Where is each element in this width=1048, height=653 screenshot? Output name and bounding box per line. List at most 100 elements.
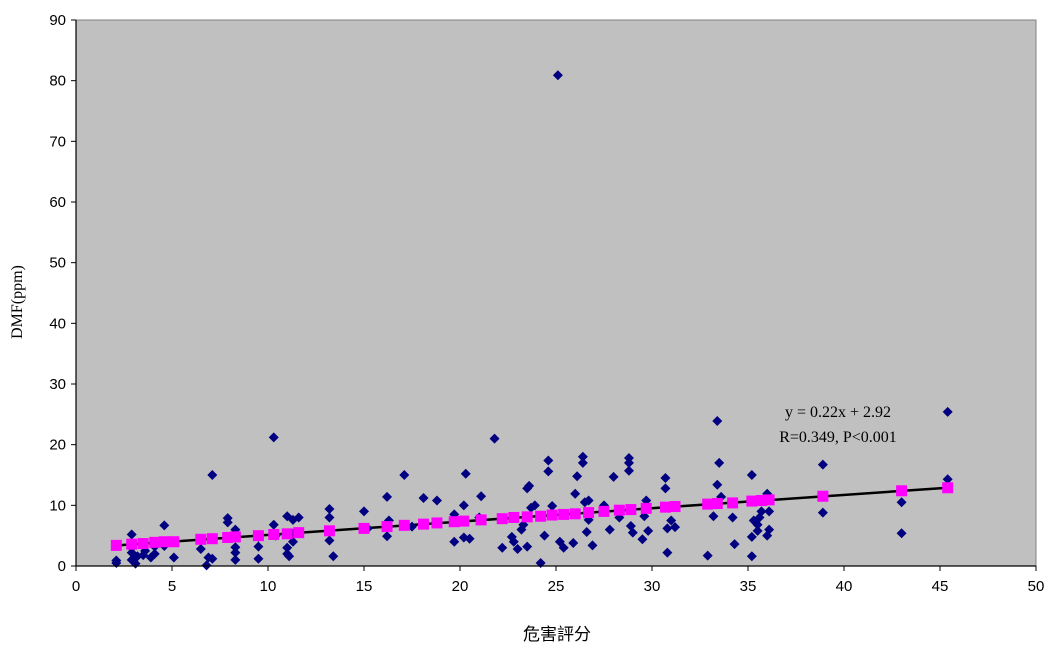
- data-point: [126, 529, 137, 540]
- data-point: [324, 503, 335, 514]
- predicted-point: [149, 536, 161, 548]
- data-point: [637, 534, 648, 545]
- data-point: [729, 539, 740, 550]
- data-point: [896, 497, 907, 508]
- data-point: [670, 522, 681, 533]
- data-point: [282, 542, 293, 553]
- x-tick-label: 40: [836, 578, 853, 595]
- predicted-point: [418, 518, 430, 530]
- data-point: [382, 491, 393, 502]
- predicted-point: [126, 538, 138, 550]
- data-point: [506, 531, 517, 542]
- data-point: [539, 530, 550, 541]
- predicted-point: [640, 502, 652, 514]
- data-point: [328, 551, 339, 562]
- predicted-point: [942, 482, 954, 494]
- predicted-point: [746, 495, 758, 507]
- predicted-point: [137, 538, 149, 550]
- data-point: [708, 511, 719, 522]
- data-point: [712, 416, 723, 427]
- x-tick-label: 0: [72, 578, 80, 595]
- data-point: [529, 500, 540, 511]
- data-point: [604, 524, 615, 535]
- data-point: [764, 524, 775, 535]
- predicted-point: [358, 522, 370, 534]
- predicted-point: [496, 513, 508, 525]
- predicted-point: [625, 504, 637, 516]
- data-point: [222, 513, 233, 524]
- data-point: [896, 528, 907, 539]
- predicted-point: [293, 527, 305, 539]
- predicted-point: [206, 533, 218, 545]
- predicted-point: [669, 501, 681, 513]
- plot-area: [75, 19, 1037, 567]
- axes: 0 10 20 30 40 50 60 70 80 90 0 5 10 15 20 25 30 35 40 45 50: [49, 12, 1044, 595]
- data-point: [752, 519, 763, 530]
- predicted-point: [711, 498, 723, 510]
- predicted-point: [763, 494, 775, 506]
- data-point: [662, 523, 673, 534]
- data-point: [449, 536, 460, 547]
- data-point: [817, 507, 828, 518]
- x-tick-label: 50: [1028, 578, 1045, 595]
- y-tick-label: 70: [49, 133, 66, 150]
- predicted-point: [755, 494, 767, 506]
- data-point: [568, 537, 579, 548]
- data-point: [547, 500, 558, 511]
- y-tick-label: 40: [49, 315, 66, 332]
- data-point: [608, 471, 619, 482]
- data-point: [756, 506, 767, 517]
- data-point: [207, 553, 218, 564]
- predicted-point: [558, 508, 570, 520]
- data-point: [623, 457, 634, 468]
- y-tick-label: 80: [49, 73, 66, 90]
- data-point: [543, 466, 554, 477]
- data-point: [558, 542, 569, 553]
- data-point: [660, 483, 671, 494]
- data-point: [399, 470, 410, 480]
- data-point: [572, 471, 583, 482]
- data-point: [512, 544, 523, 555]
- data-point: [942, 474, 953, 485]
- y-tick-label: 60: [49, 194, 66, 211]
- data-point: [752, 525, 763, 536]
- predicted-point: [896, 485, 908, 497]
- predicted-point: [222, 531, 234, 543]
- predicted-point: [431, 517, 443, 529]
- data-point: [660, 473, 671, 484]
- y-tick-label: 10: [49, 497, 66, 514]
- predicted-point: [521, 511, 533, 523]
- x-tick-label: 30: [644, 578, 661, 595]
- data-point: [230, 542, 241, 553]
- data-point: [543, 455, 554, 466]
- trendline-stats: R=0.349, P<0.001: [779, 429, 897, 446]
- data-point: [764, 506, 775, 517]
- predicted-point: [535, 510, 547, 522]
- data-point: [817, 459, 828, 470]
- predicted-point: [448, 516, 460, 528]
- predicted-point: [398, 519, 410, 531]
- data-point: [627, 527, 638, 538]
- y-tick-label: 50: [49, 255, 66, 272]
- data-point: [359, 506, 369, 517]
- data-point: [149, 548, 160, 559]
- y-tick-label: 90: [49, 12, 66, 29]
- predicted-point: [569, 508, 581, 520]
- predicted-point: [583, 507, 595, 519]
- data-point: [253, 541, 264, 552]
- predicted-point: [229, 531, 241, 543]
- predicted-point: [702, 498, 714, 510]
- predicted-point: [323, 525, 335, 537]
- predicted-point: [458, 515, 470, 527]
- data-point: [201, 560, 212, 571]
- data-point: [431, 495, 442, 506]
- data-point: [253, 553, 264, 564]
- data-point: [522, 541, 533, 552]
- data-point: [324, 512, 335, 523]
- data-point: [418, 493, 429, 504]
- data-point: [714, 457, 725, 468]
- predicted-point: [817, 490, 829, 502]
- data-point: [577, 457, 588, 468]
- predicted-point: [381, 521, 393, 533]
